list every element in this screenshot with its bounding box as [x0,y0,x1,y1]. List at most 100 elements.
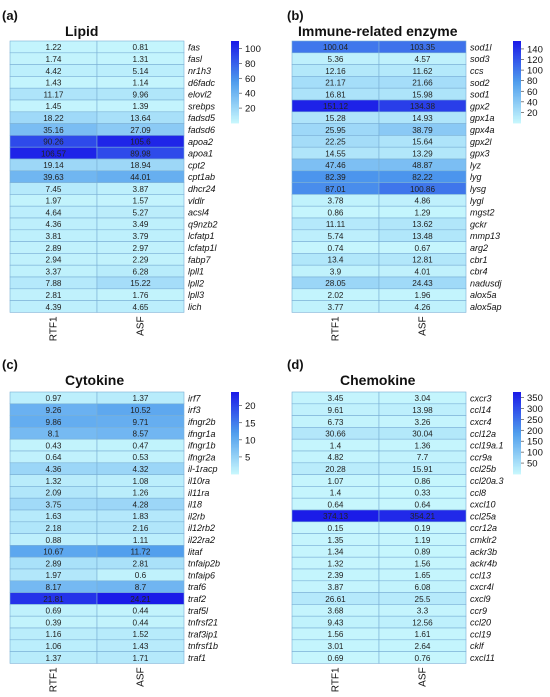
colorbar-segment [513,464,521,467]
colorbar-tick-label: 15 [245,418,256,429]
cell-value-label: 27.09 [130,126,151,135]
colorbar-segment [231,46,239,49]
colorbar-segment [513,448,521,450]
cell-value-label: 13.98 [412,406,433,415]
cell-value-label: 3.87 [328,583,344,592]
colorbar-segment [231,397,239,400]
row-label: traf6 [188,582,206,592]
colorbar-segment [231,51,239,54]
cell-value-label: 11.11 [326,220,346,229]
cell-value-label: 44.01 [130,173,151,182]
cell-value-label: 3.37 [46,267,62,276]
row-label: ccs [470,66,484,76]
cell-value-label: 1.97 [46,197,62,206]
cell-value-label: 0.33 [415,489,431,498]
colorbar-segment [231,423,239,426]
colorbar-segment [231,118,239,121]
row-label: mgst2 [470,208,495,218]
cell-value-label: 106.57 [41,149,66,158]
row-label: tnfrsf1b [188,641,218,651]
cell-value-label: 12.16 [325,67,346,76]
colorbar-segment [513,66,521,69]
colorbar-segment [231,91,239,94]
cell-value-label: 4.01 [415,267,431,276]
colorbar-segment [231,57,239,60]
row-label: tnfaip6 [188,570,215,580]
cell-value-label: 9.26 [46,406,62,415]
row-label: traf3ip1 [188,629,218,639]
cell-value-label: 3.77 [328,303,344,312]
cell-value-label: 3.79 [133,232,149,241]
cell-value-label: 1.76 [133,291,149,300]
row-label: ifngr2b [188,417,216,427]
column-label: ASF [418,316,429,335]
heatmap-cell [96,651,185,664]
cell-value-label: 2.16 [133,524,149,533]
cell-value-label: 4.57 [415,55,431,64]
colorbar-segment [231,419,239,422]
colorbar-segment [513,42,521,45]
row-label: gpx2 [470,101,490,111]
row-label: d6fadc [188,78,216,88]
colorbar-segment [231,465,239,468]
colorbar-segment [231,83,239,86]
cell-value-label: 12.56 [412,618,433,627]
cell-value-label: 1.34 [328,548,344,557]
colorbar-segment [513,400,521,402]
cell-value-label: 3.87 [133,185,149,194]
colorbar-segment [231,106,239,109]
cell-value-label: 1.97 [46,571,62,580]
colorbar-segment [231,396,239,398]
colorbar-tick-label: 40 [245,89,256,100]
colorbar-segment [231,72,239,75]
cell-value-label: 22.25 [325,138,346,147]
colorbar-segment [513,69,521,72]
row-label: alox5ap [470,302,502,312]
cell-value-label: 38.79 [412,126,433,135]
row-label: fadsd5 [188,113,216,123]
panel-label: (d) [287,357,304,372]
row-label: sod2 [470,78,490,88]
colorbar-segment [513,83,521,86]
colorbar-segment [513,435,521,438]
cell-value-label: 14.93 [412,114,433,123]
colorbar-segment [513,402,521,405]
colorbar-segment [513,438,521,441]
cell-value-label: 7.45 [46,185,62,194]
colorbar-segment [513,99,521,102]
colorbar-segment [513,413,521,416]
cell-value-label: 3.9 [330,267,342,276]
cell-value-label: 374.13 [323,512,348,521]
cell-value-label: 14.55 [325,149,346,158]
row-label: ccl14 [470,405,491,415]
colorbar-segment [231,398,239,401]
cell-value-label: 0.64 [46,453,62,462]
colorbar-segment [513,77,521,80]
colorbar-segment [231,427,239,430]
colorbar-segment [231,464,239,467]
colorbar-segment [231,50,239,53]
heatmap-cell [96,300,185,313]
colorbar-segment [231,61,239,64]
cell-value-label: 4.82 [328,453,344,462]
row-label: cxcl11 [470,653,495,663]
colorbar-segment [231,94,239,97]
cell-value-label: 1.56 [328,630,344,639]
cell-value-label: 13.62 [412,220,433,229]
colorbar-segment [513,54,521,57]
colorbar-segment [231,457,239,460]
colorbar-segment [231,56,239,58]
cell-value-label: 134.38 [410,102,435,111]
colorbar-segment [231,456,239,458]
cell-value-label: 1.4 [330,441,342,450]
colorbar-segment [513,408,521,411]
colorbar-segment [513,397,521,400]
colorbar-segment [231,401,239,404]
row-label: srebps [188,101,216,111]
cell-value-label: 1.56 [415,559,431,568]
cell-value-label: 0.64 [328,500,344,509]
colorbar-segment [231,438,239,441]
cell-value-label: 35.16 [43,126,64,135]
cell-value-label: 6.73 [328,418,344,427]
colorbar-segment [513,95,521,98]
